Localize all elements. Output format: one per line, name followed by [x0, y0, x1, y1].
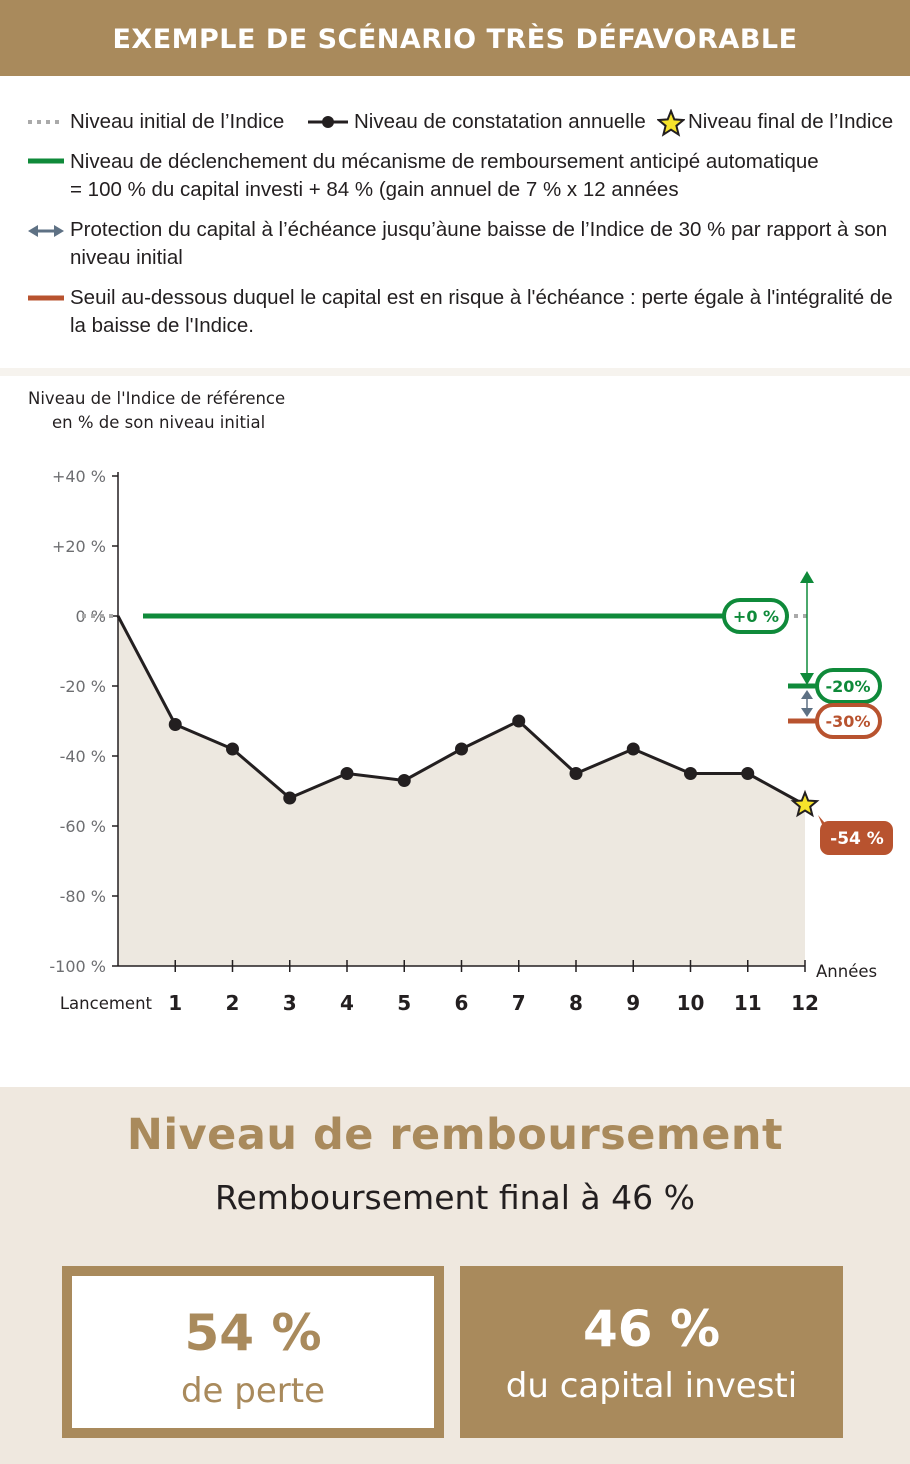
series-area: [118, 616, 805, 966]
legend-trigger-line1: Niveau de déclenchement du mécanisme de …: [70, 150, 819, 173]
x-tick-label: 6: [455, 991, 469, 1015]
y-tick-label: -60 %: [60, 817, 106, 836]
legend-risk-line2: la baisse de l'Indice.: [70, 314, 254, 337]
capital-label: du capital investi: [505, 1366, 798, 1406]
data-point: [569, 767, 583, 780]
repayment-subtitle: Remboursement final à 46 %: [215, 1178, 695, 1217]
risk-gap-arrow-down: [801, 708, 813, 717]
final-badge: [820, 821, 893, 855]
capital-value: 46 %: [582, 1300, 721, 1358]
capital-box: 46 % du capital investi: [460, 1266, 843, 1438]
chart-title-line1: Niveau de l'Indice de référence: [28, 389, 285, 408]
double-arrow-icon: [28, 225, 64, 237]
protection-arrow-up: [800, 571, 814, 583]
x-axis-label: Années: [816, 962, 877, 981]
data-point: [455, 742, 468, 756]
legend-trigger-line2: = 100 % du capital investi + 84 % (gain …: [70, 178, 679, 201]
chart: Niveau de l'Indice de référence en % de s…: [28, 389, 893, 1015]
data-point: [626, 742, 640, 756]
dotted-line-icon: [28, 120, 64, 124]
y-tick-label: +40 %: [52, 467, 106, 486]
data-point: [684, 767, 697, 780]
loss-label: de perte: [180, 1371, 326, 1411]
loss-value: 54 %: [184, 1304, 322, 1362]
star-icon: [657, 109, 685, 137]
data-point: [283, 791, 297, 805]
trigger-badge: [722, 598, 789, 634]
legend-final: Niveau final de l’Indice: [688, 110, 894, 133]
legend-annual: Niveau de constatation annuelle: [354, 110, 646, 133]
data-point: [340, 767, 354, 780]
x-tick-label: Lancement: [60, 994, 153, 1013]
legend-risk-line1: Seuil au-dessous duquel le capital est e…: [70, 286, 893, 309]
protection-badge-label: -20%: [826, 677, 871, 696]
final-badge-label: -54 %: [830, 829, 884, 849]
x-tick-label: 3: [283, 991, 297, 1015]
y-tick-label: -20 %: [60, 677, 106, 696]
loss-box: 54 % de perte: [62, 1266, 444, 1438]
data-point: [397, 774, 411, 787]
x-tick-label: 10: [677, 991, 705, 1015]
page-title: EXEMPLE DE SCÉNARIO TRÈS DÉFAVORABLE: [112, 24, 798, 55]
x-tick-label: 7: [512, 991, 526, 1015]
repayment-title: Niveau de remboursement: [126, 1110, 784, 1160]
y-tick-label: -100 %: [49, 957, 106, 976]
header-banner: [0, 0, 910, 76]
trigger-badge-label: +0 %: [733, 607, 779, 626]
y-tick-label: +20 %: [52, 537, 106, 556]
red-line-icon: [28, 295, 64, 301]
data-point: [226, 742, 239, 756]
legend-protection-line1: Protection du capital à l’échéance jusqu…: [70, 218, 888, 241]
x-tick-label: 8: [569, 991, 583, 1015]
chart-title-line2: en % de son niveau initial: [52, 413, 265, 432]
data-point: [741, 767, 755, 780]
risk-badge-label: -30%: [826, 712, 871, 731]
line-marker-icon: [308, 116, 348, 128]
x-tick-label: 12: [791, 991, 819, 1015]
x-tick-label: 11: [734, 991, 762, 1015]
green-line-icon: [28, 158, 64, 164]
x-tick-label: 1: [168, 991, 182, 1015]
x-tick-label: 2: [226, 991, 240, 1015]
data-point: [168, 718, 182, 731]
protection-badge: [815, 668, 882, 704]
chart-separator: [0, 368, 910, 376]
final-star: [790, 789, 820, 818]
x-tick-label: 9: [626, 991, 640, 1015]
legend-initial: Niveau initial de l’Indice: [70, 110, 285, 133]
x-tick-label: 5: [397, 991, 411, 1015]
protection-arrow-down: [800, 673, 814, 685]
y-tick-label: 0 %: [76, 607, 106, 626]
risk-gap-arrow-up: [801, 690, 813, 699]
y-tick-label: -40 %: [60, 747, 106, 766]
y-tick-label: -80 %: [60, 887, 106, 906]
x-tick-label: 4: [340, 991, 354, 1015]
data-point: [512, 714, 526, 728]
risk-badge: [815, 703, 882, 739]
legend-protection-line2: niveau initial: [70, 246, 183, 269]
